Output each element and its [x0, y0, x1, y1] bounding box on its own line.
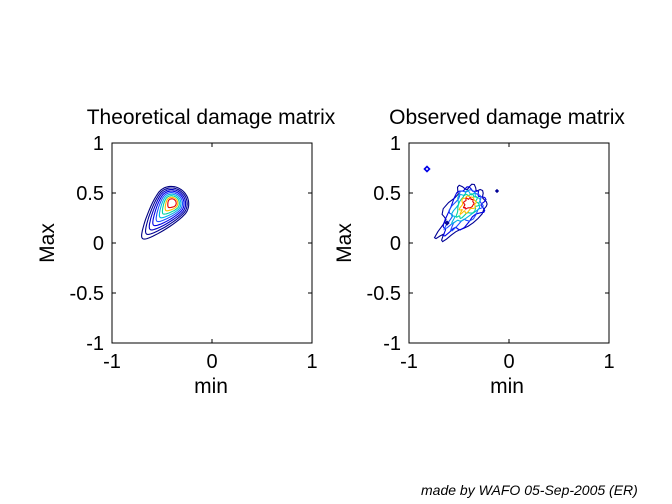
theoretical-ytick-0p5: 0.5: [76, 183, 104, 205]
contour-island: [423, 165, 431, 173]
contour-level-9: [167, 198, 177, 209]
theoretical-plot-title: Theoretical damage matrix: [87, 106, 336, 129]
theoretical-ytick-neg1: -1: [86, 333, 104, 355]
theoretical-ytick-neg0p5: -0.5: [70, 283, 104, 305]
theoretical-damage-plot: Theoretical damage matrix -1 0 1 1 0.5 0…: [36, 106, 336, 398]
observed-ytick-0: 0: [390, 233, 401, 255]
observed-xtick-0: 0: [503, 351, 514, 373]
observed-ticks: [408, 142, 610, 344]
theoretical-xtick-1: 1: [306, 351, 317, 373]
theoretical-ytick-0: 0: [93, 233, 104, 255]
observed-axes-box: [408, 142, 610, 344]
contour-level-2: [144, 187, 188, 235]
contour-level-4: [152, 190, 185, 227]
contour-level-1: [433, 183, 488, 243]
theoretical-xlabel: min: [194, 375, 228, 398]
contour-island: [444, 220, 450, 226]
contour-level-2: [442, 186, 487, 237]
theoretical-ylabel: Max: [36, 223, 59, 263]
contour-island: [494, 188, 500, 194]
observed-xlabel: min: [490, 375, 524, 398]
contour-level-6: [458, 195, 477, 216]
theoretical-xtick-0: 0: [206, 351, 217, 373]
theoretical-axes-box: [111, 142, 313, 344]
contour-level-8: [164, 196, 179, 212]
theoretical-contours: [141, 185, 190, 240]
contour-level-5: [455, 193, 480, 220]
observed-xtick-neg1: -1: [400, 351, 418, 373]
theoretical-ytick-1: 1: [93, 133, 104, 155]
theoretical-xtick-neg1: -1: [103, 351, 121, 373]
observed-ylabel: Max: [333, 223, 356, 263]
theoretical-ticks: [111, 142, 313, 344]
contour-level-7: [462, 197, 475, 210]
observed-ytick-0p5: 0.5: [373, 183, 401, 205]
contour-level-1: [141, 185, 190, 240]
observed-ytick-neg0p5: -0.5: [367, 283, 401, 305]
observed-xtick-1: 1: [603, 351, 614, 373]
contour-level-6: [158, 193, 182, 219]
observed-ytick-neg1: -1: [383, 333, 401, 355]
observed-contours: [423, 165, 500, 243]
contour-level-7: [161, 195, 180, 215]
contour-level-5: [155, 192, 184, 223]
contour-level-3: [148, 188, 187, 231]
observed-ytick-1: 1: [390, 133, 401, 155]
observed-damage-plot: Observed damage matrix -1 0 1 1 0.5 0 -0…: [333, 106, 625, 398]
footer-credit: made by WAFO 05-Sep-2005 (ER): [421, 482, 638, 498]
observed-plot-title: Observed damage matrix: [389, 106, 625, 129]
